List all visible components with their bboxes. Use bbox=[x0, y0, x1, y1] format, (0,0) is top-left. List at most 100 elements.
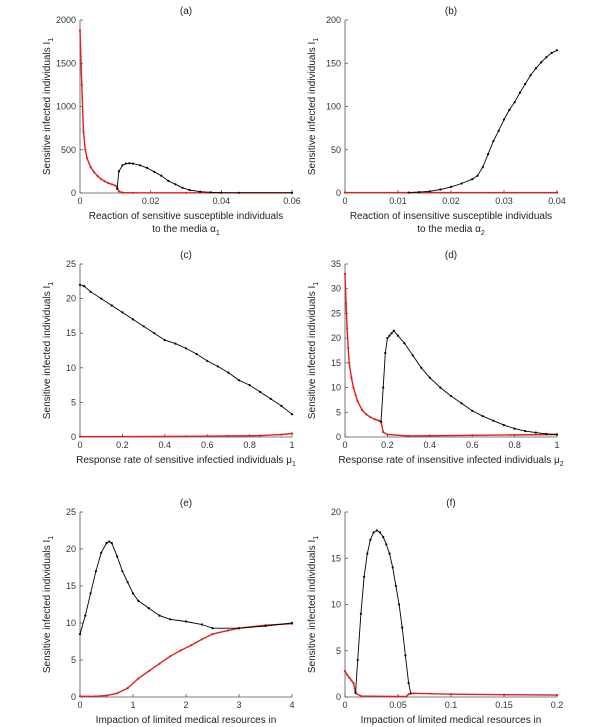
data-point bbox=[363, 575, 366, 578]
data-point bbox=[545, 56, 548, 59]
data-point bbox=[174, 183, 177, 186]
data-point bbox=[369, 416, 372, 419]
data-point bbox=[227, 629, 230, 632]
x-tick-label: 0.6 bbox=[466, 440, 479, 450]
data-point bbox=[352, 682, 355, 685]
x-tick-label: 3 bbox=[236, 700, 241, 710]
data-point bbox=[179, 649, 182, 652]
data-point bbox=[78, 435, 82, 438]
data-point bbox=[124, 162, 127, 165]
data-point bbox=[146, 166, 149, 169]
data-point bbox=[114, 184, 117, 187]
data-point bbox=[412, 692, 415, 695]
data-point bbox=[84, 614, 87, 617]
data-point bbox=[545, 432, 548, 436]
y-tick-label: 10 bbox=[66, 618, 76, 628]
series-line-stable bbox=[79, 432, 293, 438]
data-point bbox=[382, 386, 385, 389]
panel-title: (f) bbox=[446, 498, 455, 509]
data-point bbox=[184, 347, 188, 350]
data-point bbox=[131, 191, 135, 194]
data-point bbox=[290, 621, 294, 625]
data-point bbox=[280, 404, 283, 407]
y-tick-label: 500 bbox=[61, 145, 76, 155]
data-point bbox=[346, 327, 349, 330]
data-point bbox=[211, 627, 214, 630]
data-point bbox=[128, 162, 131, 165]
x-axis-label: to the media α1 bbox=[152, 224, 220, 237]
x-axis-label: Response rate of insensitive infected in… bbox=[338, 455, 563, 468]
data-point bbox=[385, 543, 388, 546]
data-point bbox=[290, 432, 294, 435]
data-point bbox=[184, 620, 188, 623]
data-point bbox=[439, 188, 442, 191]
data-point bbox=[105, 542, 108, 545]
data-point bbox=[126, 687, 129, 690]
series-line-unstable bbox=[408, 49, 558, 194]
data-point bbox=[264, 624, 267, 628]
data-point bbox=[401, 626, 404, 629]
y-tick-label: 0 bbox=[336, 692, 341, 702]
x-tick-label: 0.4 bbox=[424, 440, 437, 450]
data-point bbox=[199, 190, 202, 193]
y-tick-label: 5 bbox=[336, 646, 341, 656]
data-point bbox=[348, 676, 351, 679]
x-tick-label: 0 bbox=[77, 700, 82, 710]
y-tick-label: 25 bbox=[66, 259, 76, 269]
data-point bbox=[382, 535, 385, 539]
data-point bbox=[153, 170, 156, 173]
y-tick-label: 100 bbox=[326, 102, 341, 112]
data-point bbox=[502, 693, 506, 696]
data-point bbox=[529, 74, 532, 77]
panel-title: (c) bbox=[180, 250, 192, 261]
panel-title: (a) bbox=[180, 6, 192, 17]
data-point bbox=[356, 400, 359, 403]
data-point bbox=[524, 430, 527, 433]
x-tick-label: 4 bbox=[289, 700, 294, 710]
data-point bbox=[379, 420, 383, 423]
data-point bbox=[209, 191, 212, 194]
y-tick-label: 1500 bbox=[56, 58, 76, 68]
x-tick-label: 1 bbox=[130, 700, 135, 710]
data-point bbox=[356, 658, 359, 662]
x-tick-label: 0.8 bbox=[508, 440, 521, 450]
y-tick-label: 10 bbox=[331, 383, 341, 393]
data-point bbox=[82, 131, 85, 134]
data-point bbox=[174, 342, 177, 345]
x-axis-label: Reaction of sensitive susceptible indivi… bbox=[89, 211, 284, 222]
data-point bbox=[184, 435, 188, 438]
data-point bbox=[153, 332, 156, 335]
y-tick-label: 25 bbox=[66, 507, 76, 517]
data-point bbox=[227, 434, 230, 438]
data-point bbox=[290, 413, 294, 416]
data-point bbox=[502, 424, 506, 427]
data-point bbox=[343, 670, 347, 673]
data-point bbox=[550, 51, 553, 55]
y-tick-label: 15 bbox=[331, 553, 341, 563]
x-tick-label: 0.8 bbox=[243, 440, 256, 450]
y-tick-label: 0 bbox=[71, 432, 76, 442]
y-tick-label: 0 bbox=[71, 188, 76, 198]
data-point bbox=[350, 679, 353, 682]
data-point bbox=[352, 386, 355, 389]
series-line-stable bbox=[79, 30, 292, 194]
data-point bbox=[375, 529, 378, 532]
x-tick-label: 0.6 bbox=[201, 440, 214, 450]
data-point bbox=[94, 570, 97, 573]
data-point bbox=[407, 693, 410, 696]
data-point bbox=[121, 570, 124, 573]
data-point bbox=[167, 179, 170, 182]
panel-1: (b) 0 0.01 0.02 0.03 0.04 0 50 100 150 200 Reaction… bbox=[307, 6, 566, 237]
y-tick-label: 2000 bbox=[56, 15, 76, 25]
data-point bbox=[348, 361, 351, 364]
data-point bbox=[418, 191, 421, 194]
data-point bbox=[248, 384, 251, 387]
data-point bbox=[181, 186, 184, 189]
data-point bbox=[345, 302, 348, 305]
data-point bbox=[290, 191, 294, 194]
data-point bbox=[471, 409, 474, 412]
data-point bbox=[404, 654, 407, 657]
data-point bbox=[78, 695, 82, 698]
y-axis-label: Sensitive infected individuals I1 bbox=[42, 536, 55, 673]
